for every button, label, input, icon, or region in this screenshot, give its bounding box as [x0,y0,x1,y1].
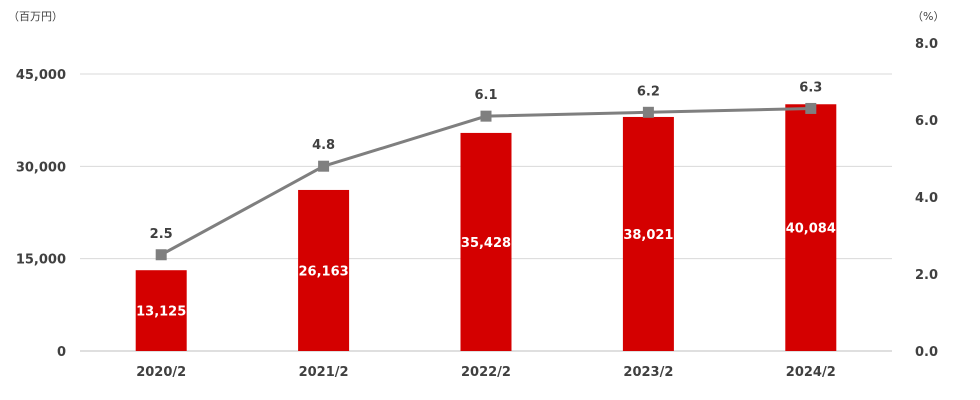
line-marker [480,110,492,122]
line-marker [155,249,167,261]
line-data-label: 6.1 [474,88,497,103]
right-axis-tick-label: 4.0 [915,191,938,206]
right-axis-tick-label: 2.0 [915,268,938,283]
right-axis-unit: （%） [912,10,944,23]
line-marker [805,102,817,114]
bar [622,116,674,351]
axes: （百万円） （%） 0 15,000 30,000 45,000 0.0 2.0 4.0 6.… [8,10,944,380]
x-axis-tick-label: 2023/2 [623,365,673,380]
line-marker [642,106,654,118]
bar-data-label: 35,428 [461,236,511,251]
bar-data-label: 13,125 [136,305,186,320]
line-series [155,102,817,261]
bar-data-label: 26,163 [299,264,349,279]
bar-series [135,104,837,351]
line-marker [318,160,330,172]
line-data-label: 2.5 [150,227,173,242]
x-axis-tick-label: 2021/2 [299,365,349,380]
bar-data-label: 40,084 [786,222,836,237]
x-axis-tick-label: 2024/2 [786,365,836,380]
left-axis-unit: （百万円） [8,10,63,23]
left-axis-tick-label: 45,000 [16,68,66,83]
x-axis-tick-label: 2020/2 [136,365,186,380]
line-data-label: 6.2 [637,84,660,99]
bar [298,189,350,351]
data-labels: 13,125 26,163 35,428 38,021 40,084 2.5 4.8 6.1 6… [136,80,836,319]
left-axis-tick-label: 0 [57,345,66,360]
right-axis-tick-label: 0.0 [915,345,938,360]
bar [135,270,187,351]
right-axis-tick-label: 6.0 [915,114,938,129]
left-axis-tick-label: 30,000 [16,160,66,175]
line-data-label: 4.8 [312,138,335,153]
bar [785,104,837,351]
right-axis-tick-label: 8.0 [915,37,938,52]
bar [460,132,512,351]
bar-data-label: 38,021 [623,228,673,243]
x-axis-tick-label: 2022/2 [461,365,511,380]
line-data-label: 6.3 [799,80,822,95]
left-axis-tick-label: 15,000 [16,253,66,268]
